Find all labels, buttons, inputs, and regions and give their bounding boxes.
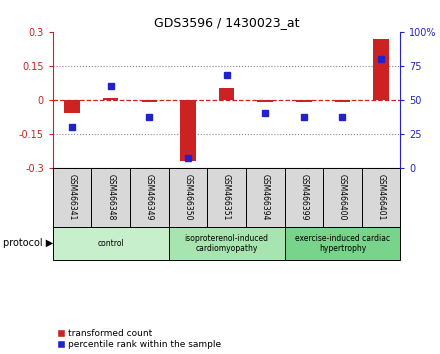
Bar [180,100,196,161]
Bar [323,168,362,227]
Text: GSM466351: GSM466351 [222,174,231,220]
Text: protocol ▶: protocol ▶ [3,238,53,249]
Bar [53,168,92,227]
Bar [219,88,235,100]
Text: GSM466349: GSM466349 [145,174,154,221]
Bar [374,39,389,100]
Bar [64,100,80,113]
Text: GSM466348: GSM466348 [106,174,115,220]
Bar [285,168,323,227]
Bar [53,227,169,260]
Text: isoproterenol-induced
cardiomyopathy: isoproterenol-induced cardiomyopathy [185,234,268,253]
Bar [103,98,118,100]
Bar [362,168,400,227]
Text: control: control [97,239,124,248]
Text: exercise-induced cardiac
hypertrophy: exercise-induced cardiac hypertrophy [295,234,390,253]
Bar [246,168,285,227]
Text: GSM466394: GSM466394 [261,174,270,221]
Bar [296,100,312,102]
Text: GSM466341: GSM466341 [68,174,77,220]
Bar [142,100,157,102]
Legend: transformed count, percentile rank within the sample: transformed count, percentile rank withi… [57,329,221,349]
Bar [207,168,246,227]
Text: GSM466401: GSM466401 [377,174,385,220]
Bar [169,227,285,260]
Bar [169,168,207,227]
Bar [92,168,130,227]
Bar [257,100,273,102]
Bar [130,168,169,227]
Bar [285,227,400,260]
Text: GSM466399: GSM466399 [299,174,308,221]
Text: GSM466400: GSM466400 [338,174,347,221]
Bar [335,100,350,102]
Text: GSM466350: GSM466350 [183,174,192,221]
Title: GDS3596 / 1430023_at: GDS3596 / 1430023_at [154,16,299,29]
